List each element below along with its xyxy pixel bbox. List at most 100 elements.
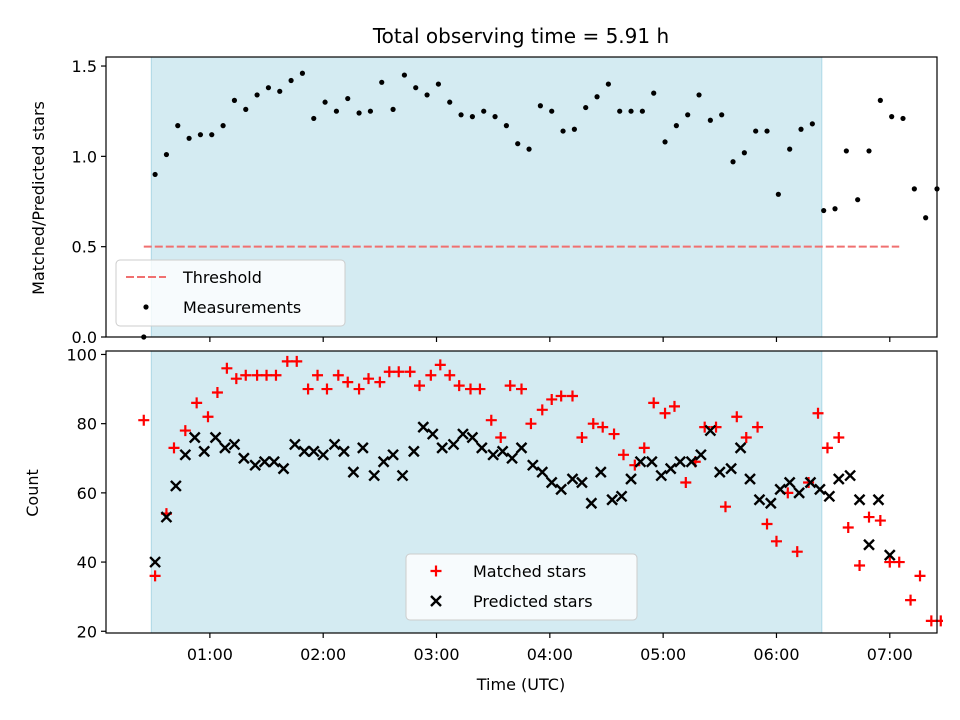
- measurement-point: [469, 114, 475, 120]
- predicted-stars-point: [170, 480, 182, 492]
- xtick-label: 01:00: [187, 645, 233, 664]
- predicted-stars-point: [396, 469, 409, 482]
- measurement-point: [390, 106, 396, 112]
- measurement-point: [333, 108, 340, 114]
- measurement-point: [605, 81, 611, 87]
- measurement-point: [515, 141, 521, 147]
- matched-stars-point: [168, 442, 180, 454]
- bottom-legend-box: [405, 553, 638, 621]
- predicted-stars-point: [515, 442, 528, 454]
- bottom-ylabel: Count: [23, 469, 42, 517]
- matched-stars-point: [731, 411, 743, 423]
- predicted-stars-point: [357, 442, 369, 454]
- predicted-stars-point: [407, 445, 420, 458]
- matched-stars-point: [740, 432, 752, 444]
- bottom-legend-label: Predicted stars: [473, 592, 593, 611]
- predicted-stars-point: [713, 466, 726, 478]
- predicted-stars-point: [347, 466, 360, 478]
- measurement-point: [435, 81, 441, 87]
- matched-stars-point: [680, 476, 692, 488]
- top-markers: [141, 70, 940, 340]
- measurement-point: [628, 108, 634, 114]
- measurement-point: [197, 132, 204, 138]
- matched-stars-point: [925, 615, 937, 627]
- predicted-stars-point: [457, 428, 469, 440]
- measurement-point: [503, 123, 509, 129]
- measurement-point: [447, 99, 453, 105]
- matched-stars-point: [230, 373, 242, 385]
- matched-stars-point: [291, 355, 303, 367]
- predicted-stars-point: [744, 473, 756, 485]
- predicted-stars-point: [506, 452, 518, 465]
- matched-stars-point: [525, 418, 537, 430]
- predicted-stars-point: [645, 455, 658, 468]
- predicted-stars-point: [487, 448, 500, 461]
- predicted-stars-point: [634, 455, 647, 468]
- predicted-stars-point: [545, 476, 558, 489]
- measurement-point: [322, 99, 328, 105]
- matched-stars-point: [854, 560, 866, 572]
- measurement-point: [707, 117, 713, 123]
- matched-stars-point: [719, 501, 731, 513]
- measurement-point: [821, 207, 827, 214]
- bottom-legend-label: Matched stars: [473, 562, 586, 581]
- matched-stars-point: [905, 594, 917, 606]
- matched-stars-point: [414, 380, 426, 392]
- measurement-point: [617, 108, 623, 114]
- matched-stars-point: [617, 449, 629, 461]
- measurement-point: [583, 104, 589, 111]
- predicted-stars-point: [823, 490, 836, 503]
- predicted-stars-point: [387, 448, 399, 461]
- matched-stars-point: [270, 369, 282, 381]
- matched-stars-point: [914, 570, 926, 582]
- matched-stars-point: [659, 407, 671, 419]
- measurement-point: [152, 171, 158, 178]
- matched-stars-point: [770, 535, 782, 547]
- legend-matched-swatch: [430, 565, 442, 577]
- measurement-point: [345, 95, 351, 102]
- measurement-point: [843, 148, 849, 154]
- matched-stars-point: [546, 393, 558, 405]
- bottom-markers: [138, 355, 943, 627]
- predicted-stars-point: [734, 442, 747, 454]
- bottom-axes-frame: [105, 350, 938, 634]
- top-ytick-label: 1.5: [72, 57, 97, 76]
- measurement-point: [741, 150, 747, 156]
- predicted-stars-point: [289, 438, 301, 451]
- measurement-point: [231, 97, 238, 103]
- measurement-point: [866, 148, 872, 154]
- matched-stars-point: [374, 376, 386, 388]
- predicted-stars-point: [228, 438, 241, 451]
- matched-stars-point: [425, 369, 437, 381]
- matched-stars-point: [393, 366, 405, 378]
- predicted-stars-point: [496, 445, 509, 458]
- predicted-stars-point: [466, 431, 479, 444]
- predicted-stars-point: [625, 473, 637, 485]
- matched-stars-point: [761, 518, 773, 530]
- matched-stars-point: [485, 414, 497, 426]
- predicted-stars-point: [615, 490, 628, 503]
- matched-stars-point: [302, 383, 314, 395]
- measurement-point: [299, 70, 306, 76]
- matched-stars-point: [608, 428, 620, 440]
- predicted-stars-point: [268, 455, 280, 468]
- matched-stars-point: [884, 556, 896, 568]
- top-axes-frame: [105, 56, 938, 338]
- predicted-stars-point: [277, 462, 290, 475]
- bottom-legend: Matched stars Predicted stars: [405, 553, 638, 621]
- measurement-point: [356, 110, 362, 116]
- matched-stars-point: [893, 556, 905, 568]
- measurement-point: [855, 197, 861, 203]
- matched-stars-point: [281, 355, 293, 367]
- matched-stars-point: [812, 407, 824, 419]
- matched-stars-point: [383, 366, 395, 378]
- measurement-point: [764, 128, 770, 134]
- measurement-point: [685, 112, 691, 118]
- predicted-stars-point: [417, 421, 430, 433]
- predicted-stars-point: [872, 493, 885, 506]
- matched-stars-point: [863, 511, 875, 523]
- predicted-stars-point: [258, 455, 271, 468]
- predicted-stars-point: [764, 497, 777, 510]
- xtick-label: 05:00: [640, 645, 686, 664]
